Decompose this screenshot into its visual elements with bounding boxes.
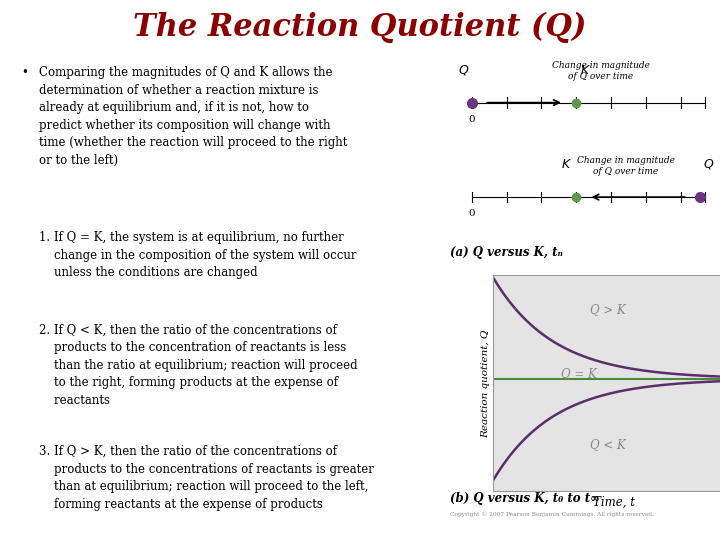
Y-axis label: Reaction quotient, Q: Reaction quotient, Q xyxy=(482,329,490,437)
Text: 1. If Q = K, the system is at equilibrium, no further
    change in the composit: 1. If Q = K, the system is at equilibriu… xyxy=(39,231,356,279)
Text: 2. If Q < K, then the ratio of the concentrations of
    products to the concent: 2. If Q < K, then the ratio of the conce… xyxy=(39,323,358,407)
Text: Comparing the magnitudes of Q and K allows the
determination of whether a reacti: Comparing the magnitudes of Q and K allo… xyxy=(39,66,348,167)
Text: The Reaction Quotient (Q): The Reaction Quotient (Q) xyxy=(133,11,587,43)
Text: Change in magnitude
of Q over time: Change in magnitude of Q over time xyxy=(577,156,675,176)
Text: Q < K: Q < K xyxy=(590,437,626,451)
Text: $K$: $K$ xyxy=(580,64,591,77)
Text: Q = K: Q = K xyxy=(561,367,596,380)
Text: 0: 0 xyxy=(469,209,475,218)
X-axis label: Time, t: Time, t xyxy=(593,496,635,509)
Text: $K$: $K$ xyxy=(562,158,572,171)
Text: (a) Q versus K, tₙ: (a) Q versus K, tₙ xyxy=(450,246,563,259)
Text: •: • xyxy=(21,66,28,79)
Text: 3. If Q > K, then the ratio of the concentrations of
    products to the concent: 3. If Q > K, then the ratio of the conce… xyxy=(39,445,374,511)
Text: $Q$: $Q$ xyxy=(458,63,469,77)
Text: (b) Q versus K, t₀ to t∞: (b) Q versus K, t₀ to t∞ xyxy=(450,492,600,505)
Text: Q > K: Q > K xyxy=(590,302,626,316)
Text: 0: 0 xyxy=(469,114,475,124)
Text: Copyright © 2007 Pearson Benjamin Cummings. All rights reserved.: Copyright © 2007 Pearson Benjamin Cummin… xyxy=(450,511,654,517)
Text: Change in magnitude
of Q over time: Change in magnitude of Q over time xyxy=(552,61,650,81)
Text: $Q$: $Q$ xyxy=(703,157,714,171)
